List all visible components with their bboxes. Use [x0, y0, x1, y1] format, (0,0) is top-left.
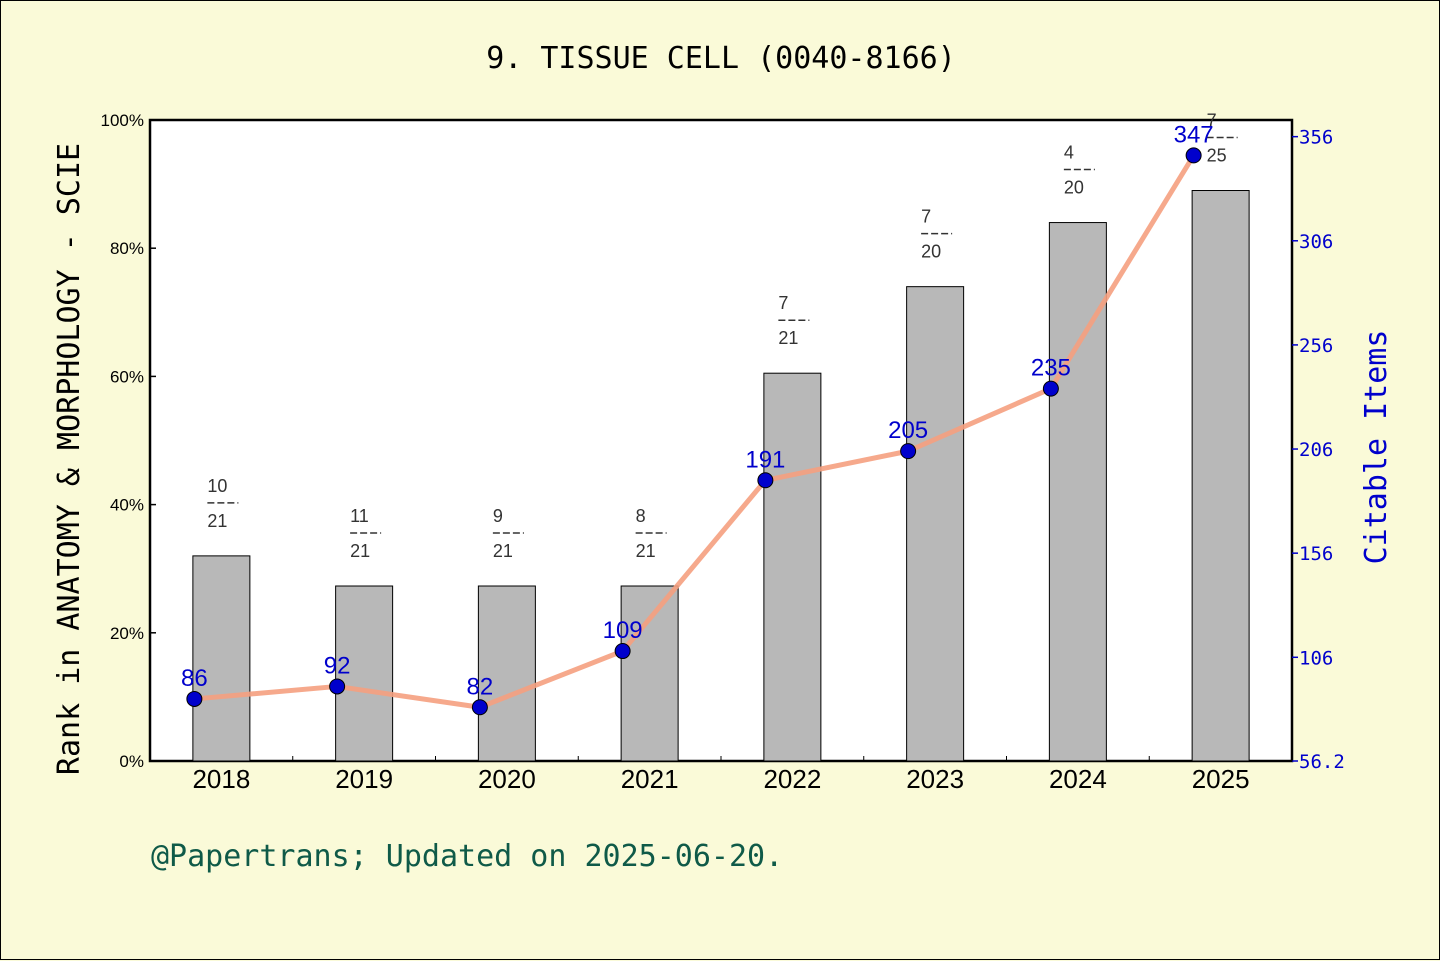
- right-tick-label: 206: [1299, 439, 1333, 461]
- bar-2019: [335, 585, 394, 762]
- rank-denominator: 20: [921, 242, 941, 262]
- right-tick-label: 156: [1299, 543, 1333, 565]
- rank-numerator: 11: [350, 506, 369, 526]
- bar-2023: [906, 286, 965, 762]
- left-tick-label: 40%: [110, 496, 144, 515]
- x-tick-label-2021: 2021: [621, 764, 679, 794]
- chart-title: 9. TISSUE CELL (0040-8166): [486, 41, 956, 76]
- rank-denominator: 21: [207, 511, 227, 531]
- x-tick-label-2022: 2022: [763, 764, 821, 794]
- rank-numerator: 10: [207, 476, 227, 496]
- citable-label-2022: 191: [745, 446, 785, 473]
- citable-items-line: [194, 154, 1196, 710]
- left-tick-label: 100%: [101, 111, 144, 130]
- right-tick-label: 356: [1299, 127, 1333, 149]
- citable-label-2024: 235: [1031, 355, 1071, 382]
- bar-2025: [1191, 190, 1250, 762]
- rank-denominator: 21: [778, 328, 798, 348]
- left-tick-label: 60%: [110, 367, 144, 386]
- left-tick-label: 80%: [110, 239, 144, 258]
- citable-point-2022: [757, 472, 774, 489]
- left-tick-label: 0%: [119, 752, 144, 771]
- bar-2020: [477, 585, 536, 762]
- citable-label-2020: 82: [467, 673, 494, 700]
- right-axis: 56.2 106 156 206 256 306 356: [1292, 127, 1345, 773]
- citable-label-2025: 347: [1174, 121, 1214, 148]
- footer-note: @Papertrans; Updated on 2025-06-20.: [151, 839, 783, 874]
- citable-point-2020: [471, 699, 488, 716]
- bar-2022: [763, 372, 822, 762]
- rank-numerator: 7: [1207, 111, 1217, 131]
- x-tick-label-2023: 2023: [906, 764, 964, 794]
- right-tick-label: 56.2: [1299, 751, 1345, 773]
- x-tick-label-2018: 2018: [192, 764, 250, 794]
- left-axis: 0% 20% 40% 60% 80% 100%: [101, 111, 156, 771]
- citable-label-2021: 109: [603, 617, 643, 644]
- citable-label-2023: 205: [888, 417, 928, 444]
- y-axis-right-label: Citable Items: [1359, 330, 1394, 565]
- y-axis-left-label: Rank in ANATOMY & MORPHOLOGY - SCIE: [52, 143, 87, 775]
- x-tick-label-2020: 2020: [478, 764, 536, 794]
- rank-denominator: 20: [1064, 178, 1084, 198]
- x-tick-label-2025: 2025: [1192, 764, 1250, 794]
- citable-point-2019: [329, 678, 346, 695]
- bar-2021: [620, 585, 679, 762]
- citable-point-2024: [1042, 380, 1059, 397]
- rank-denominator: 21: [636, 541, 656, 561]
- citable-point-2018: [186, 690, 203, 707]
- citable-point-2023: [900, 443, 917, 460]
- bar-2024: [1048, 222, 1107, 762]
- rank-labels-layer: 10 21 11 21 9 21 8 21 7 21 7 20 4 20 7 25: [207, 111, 1238, 561]
- x-tick-label-2024: 2024: [1049, 764, 1107, 794]
- citable-point-2021: [614, 643, 631, 660]
- citable-label-2018: 86: [181, 665, 208, 692]
- x-axis: 2018 2019 2020 2021 2022 2023 2024 2025: [149, 756, 1293, 794]
- rank-numerator: 7: [778, 293, 788, 313]
- x-tick-label-2019: 2019: [335, 764, 393, 794]
- rank-denominator: 21: [493, 541, 513, 561]
- rank-denominator: 25: [1207, 146, 1227, 166]
- left-tick-label: 20%: [110, 624, 144, 643]
- plot-area: [148, 118, 1294, 763]
- bar-2018: [192, 555, 251, 762]
- rank-denominator: 21: [350, 541, 370, 561]
- citable-point-2025: [1185, 147, 1202, 164]
- right-tick-label: 106: [1299, 647, 1333, 669]
- rank-numerator: 8: [636, 506, 646, 526]
- rank-numerator: 4: [1064, 143, 1074, 163]
- right-tick-label: 306: [1299, 231, 1333, 253]
- citable-label-2019: 92: [324, 652, 351, 679]
- right-tick-label: 256: [1299, 335, 1333, 357]
- rank-numerator: 7: [921, 207, 931, 227]
- bars-layer: [192, 190, 1250, 762]
- rank-numerator: 9: [493, 506, 503, 526]
